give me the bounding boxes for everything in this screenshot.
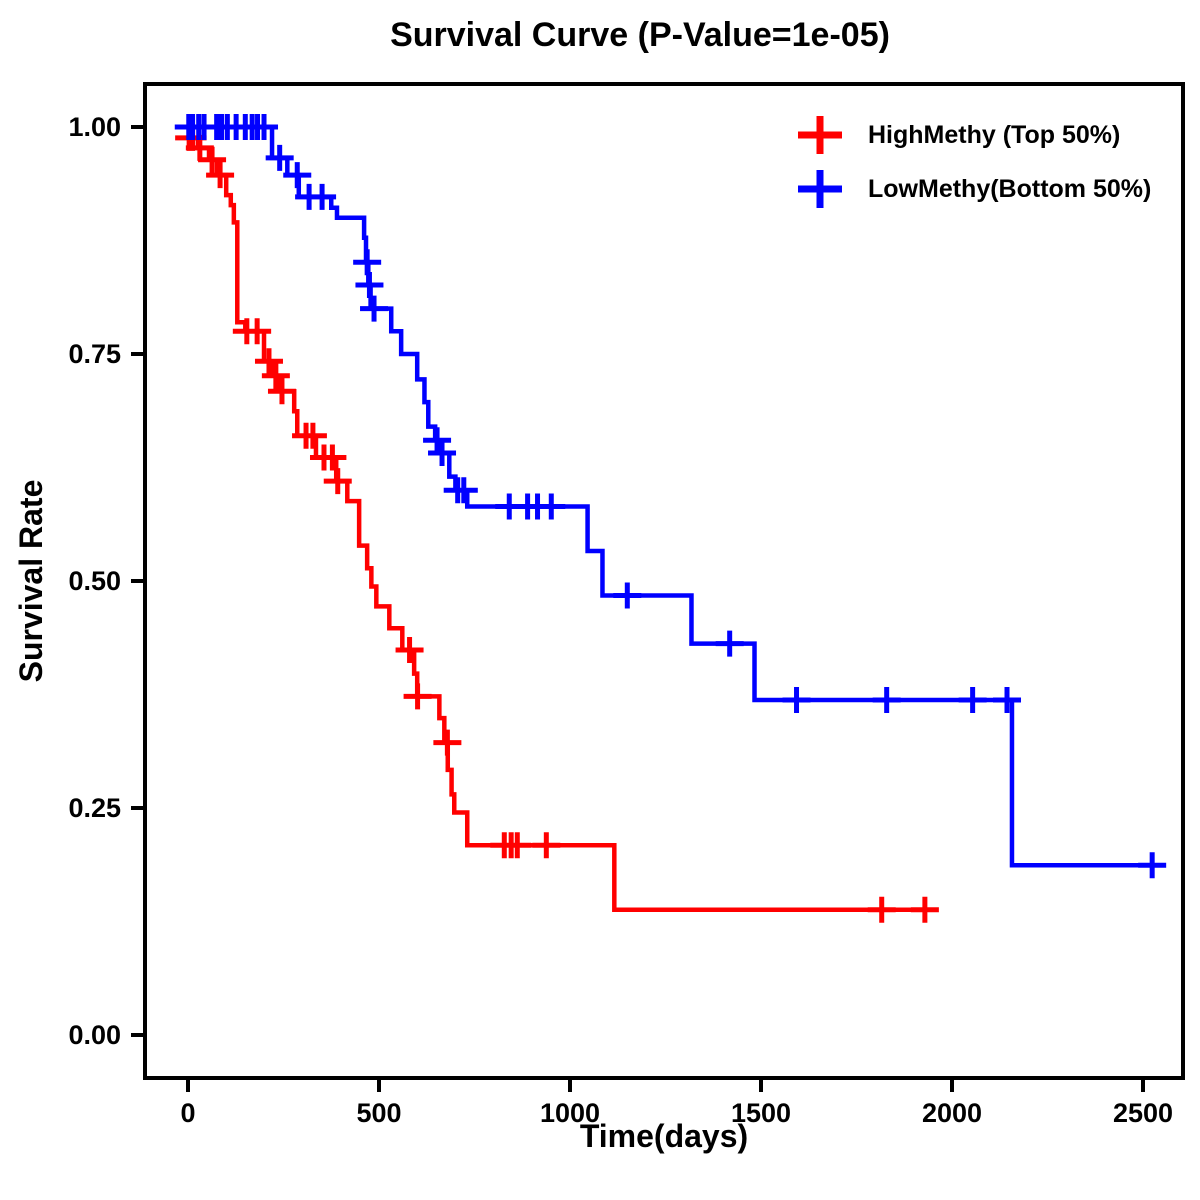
- chart-title: Survival Curve (P-Value=1e-05): [390, 16, 890, 54]
- x-axis-tick-label: 2000: [922, 1098, 982, 1128]
- legend-label: HighMethy (Top 50%): [868, 120, 1121, 149]
- plus-marker-icon: [798, 116, 842, 154]
- x-axis-tick-label: 500: [356, 1098, 401, 1128]
- legend-item-highmethy: HighMethy (Top 50%): [796, 110, 1151, 160]
- x-axis-tick-label: 1500: [731, 1098, 791, 1128]
- survival-curve-lowmethy: [188, 124, 1166, 868]
- x-axis-tick-label: 1000: [540, 1098, 600, 1128]
- survival-curve-highmethy: [187, 124, 938, 912]
- y-axis-tick-label: 0.50: [68, 566, 121, 596]
- censor-marks-highmethy: [175, 124, 939, 923]
- x-axis-tick-label: 0: [180, 1098, 195, 1128]
- y-axis-tick-label: 0.00: [68, 1020, 121, 1050]
- y-axis-tick-label: 0.75: [68, 339, 121, 369]
- legend-label: LowMethy(Bottom 50%): [868, 174, 1152, 203]
- censor-marks-lowmethy: [174, 114, 1167, 879]
- legend: HighMethy (Top 50%) LowMethy(Bottom 50%): [796, 110, 1151, 214]
- y-axis-tick-label: 0.25: [68, 793, 121, 823]
- plus-marker-icon: [798, 170, 842, 208]
- plot-border: [143, 82, 1185, 1080]
- x-axis-label: Time(days): [579, 1118, 749, 1154]
- y-axis-tick-label: 1.00: [68, 112, 121, 142]
- legend-item-lowmethy: LowMethy(Bottom 50%): [796, 164, 1151, 214]
- x-axis-tick-label: 2500: [1113, 1098, 1173, 1128]
- y-axis-label: Survival Rate: [13, 479, 49, 683]
